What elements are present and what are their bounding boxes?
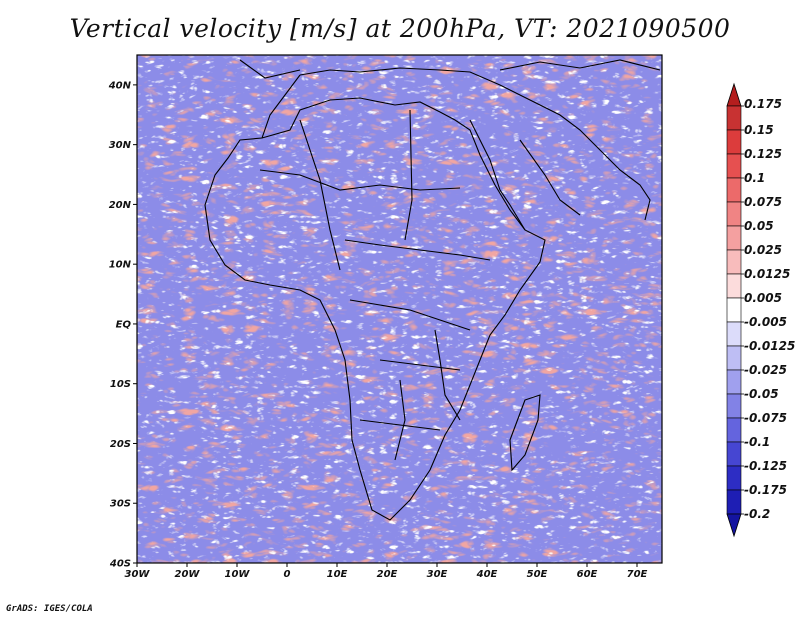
colorbar-swatch — [726, 345, 742, 371]
lat-tick-label: 20N — [109, 200, 132, 211]
lat-tick-label: 40S — [109, 559, 131, 570]
lon-tick-label: 50E — [527, 569, 548, 580]
colorbar-label: -0.0125 — [744, 339, 795, 353]
colorbar-label: 0.05 — [744, 219, 774, 233]
colorbar-label: 0.075 — [744, 195, 782, 209]
colorbar-label: 0.15 — [744, 123, 774, 137]
colorbar-label: 0.005 — [744, 291, 782, 305]
colorbar-swatch — [726, 417, 742, 443]
colorbar-label: -0.175 — [744, 483, 787, 497]
colorbar-label: 0.175 — [744, 97, 782, 111]
lat-tick-label: 10N — [109, 260, 132, 271]
colorbar-label: 0.1 — [744, 171, 765, 185]
colorbar-swatch — [726, 129, 742, 155]
colorbar-swatch — [726, 393, 742, 419]
lon-tick-label: 60E — [577, 569, 598, 580]
colorbar-swatch — [726, 441, 742, 467]
coastlines-and-borders — [204, 59, 661, 521]
field-neutral-streaks — [137, 55, 662, 563]
lon-tick-label: 30W — [125, 569, 151, 580]
colorbar-label: -0.05 — [744, 387, 779, 401]
colorbar-label: -0.2 — [744, 507, 770, 521]
colorbar-swatch — [726, 489, 742, 515]
colorbar-swatch — [726, 249, 742, 275]
latitude-axis: 40N 30N 20N 10N EQ 10S 20S 30S 40S — [108, 80, 137, 570]
lat-tick-label: 40N — [108, 80, 132, 91]
colorbar-swatch — [726, 465, 742, 491]
lat-tick-label: 30S — [110, 499, 131, 510]
colorbar-swatch — [726, 273, 742, 299]
colorbar-swatch — [726, 105, 742, 131]
colorbar-swatch — [726, 201, 742, 227]
colorbar-label: 0.0125 — [744, 267, 790, 281]
map-border — [136, 54, 663, 564]
colorbar-swatch — [726, 297, 742, 323]
lon-tick-label: 10W — [225, 569, 251, 580]
grads-credit: GrADS: IGES/COLA — [6, 604, 93, 614]
lon-tick-label: 10E — [327, 569, 348, 580]
colorbar-label: -0.125 — [744, 459, 787, 473]
lat-tick-label: 20S — [110, 439, 131, 450]
colorbar-swatch — [726, 177, 742, 203]
colorbar-label: -0.025 — [744, 363, 787, 377]
colorbar-label: 0.125 — [744, 147, 782, 161]
colorbar: 0.175 0.15 0.125 0.1 0.075 0.05 0.025 0.0125 0.0… — [726, 82, 795, 538]
colorbar-swatch — [726, 369, 742, 395]
lat-tick-label: 10S — [110, 379, 131, 390]
chart-title: Vertical velocity [m/s] at 200hPa, VT: 2… — [69, 14, 731, 43]
lon-tick-label: 30E — [427, 569, 448, 580]
colorbar-label: -0.005 — [744, 315, 787, 329]
colorbar-bottom-arrow — [726, 513, 742, 538]
lon-tick-label: 20E — [377, 569, 398, 580]
colorbar-top-arrow — [726, 82, 742, 107]
lat-tick-label: EQ — [116, 319, 132, 330]
longitude-axis: 30W 20W 10W 0 10E 20E 30E 40E 50E 60E 70E — [125, 563, 648, 580]
colorbar-swatch — [726, 153, 742, 179]
lon-tick-label: 40E — [476, 569, 498, 580]
colorbar-label: -0.075 — [744, 411, 787, 425]
colorbar-label: -0.1 — [744, 435, 770, 449]
map-panel: 30W 20W 10W 0 10E 20E 30E 40E 50E 60E 70E 40N 30N 20… — [108, 54, 663, 580]
colorbar-swatch — [726, 321, 742, 347]
lon-tick-label: 20W — [175, 569, 201, 580]
colorbar-swatch — [726, 225, 742, 251]
lon-tick-label: 70E — [627, 569, 648, 580]
lat-tick-label: 30N — [109, 140, 132, 151]
colorbar-label: 0.025 — [744, 243, 782, 257]
lon-tick-label: 0 — [284, 569, 291, 580]
